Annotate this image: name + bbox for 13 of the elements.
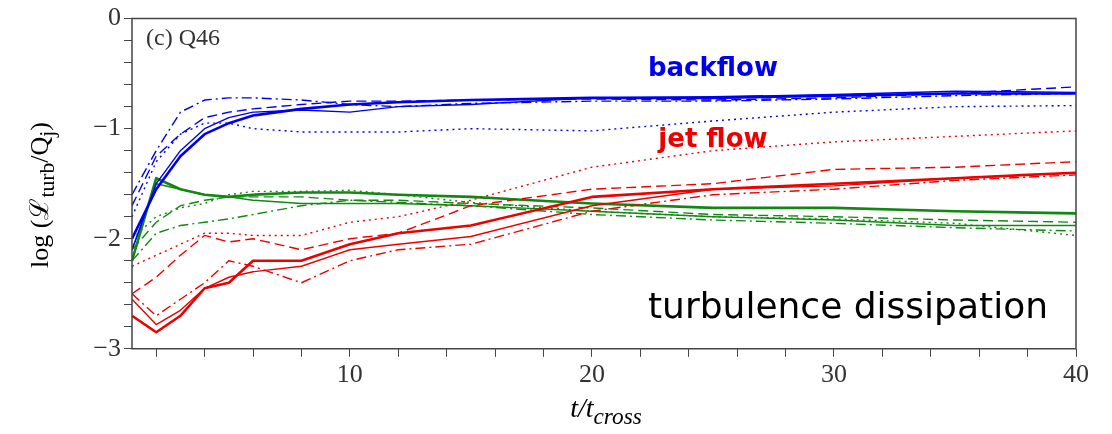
x-tick-label: 30 bbox=[820, 359, 847, 389]
series-label: backflow bbox=[647, 51, 778, 82]
x-axis-title: t/t$_{cross}$ bbox=[569, 392, 643, 430]
x-tick-label: 40 bbox=[1063, 359, 1089, 389]
y-tick-label: −1 bbox=[93, 112, 121, 142]
x-tick-label: 10 bbox=[336, 359, 363, 389]
series-label: jet flow bbox=[657, 122, 768, 153]
y-tick-label: −3 bbox=[93, 332, 121, 362]
annotation: turbulence dissipation bbox=[648, 285, 1048, 327]
x-tick-label: 20 bbox=[578, 359, 605, 389]
annotation: (c) Q46 bbox=[146, 23, 220, 50]
y-tick-label: −2 bbox=[93, 222, 121, 252]
y-tick-label: 0 bbox=[108, 2, 121, 32]
